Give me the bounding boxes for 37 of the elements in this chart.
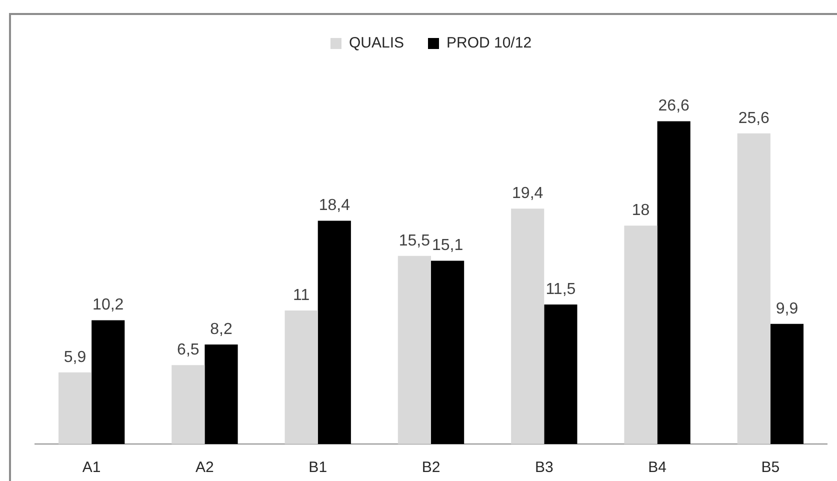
bar <box>204 344 238 444</box>
bar <box>770 324 804 444</box>
data-label: 25,6 <box>738 110 770 127</box>
bar <box>318 220 351 444</box>
data-label: 19,4 <box>512 185 544 202</box>
bar <box>657 121 690 444</box>
bar <box>544 304 578 444</box>
x-tick-label: B2 <box>422 459 440 476</box>
x-tick-label: A2 <box>196 459 214 476</box>
legend-label: PROD 10/12 <box>446 34 532 52</box>
bar <box>431 260 464 444</box>
data-label: 5,9 <box>64 348 86 366</box>
bar <box>284 310 318 444</box>
data-label: 18,4 <box>318 197 350 214</box>
data-label: 6,5 <box>177 342 200 359</box>
x-tick-label: B1 <box>308 459 328 476</box>
data-label: 9,9 <box>776 300 798 318</box>
bar <box>511 208 544 444</box>
bar <box>398 256 431 444</box>
data-label: 11,5 <box>546 280 576 298</box>
data-label: 26,6 <box>658 98 690 115</box>
bar <box>172 365 205 444</box>
legend-label: QUALIS <box>348 34 404 52</box>
data-label: 11 <box>293 286 310 304</box>
bar <box>624 226 658 444</box>
x-tick-label: B3 <box>534 459 554 476</box>
data-label: 8,2 <box>210 320 232 338</box>
bar <box>58 372 92 444</box>
x-tick-label: A1 <box>82 459 101 476</box>
x-tick-label: B5 <box>761 459 780 476</box>
data-label: 18 <box>632 202 650 220</box>
bar <box>737 133 770 444</box>
x-tick-label: B4 <box>648 459 666 476</box>
data-label: 15,1 <box>432 237 464 254</box>
data-label: 15,5 <box>398 232 430 250</box>
data-label: 10,2 <box>92 296 124 314</box>
bar <box>92 320 125 444</box>
